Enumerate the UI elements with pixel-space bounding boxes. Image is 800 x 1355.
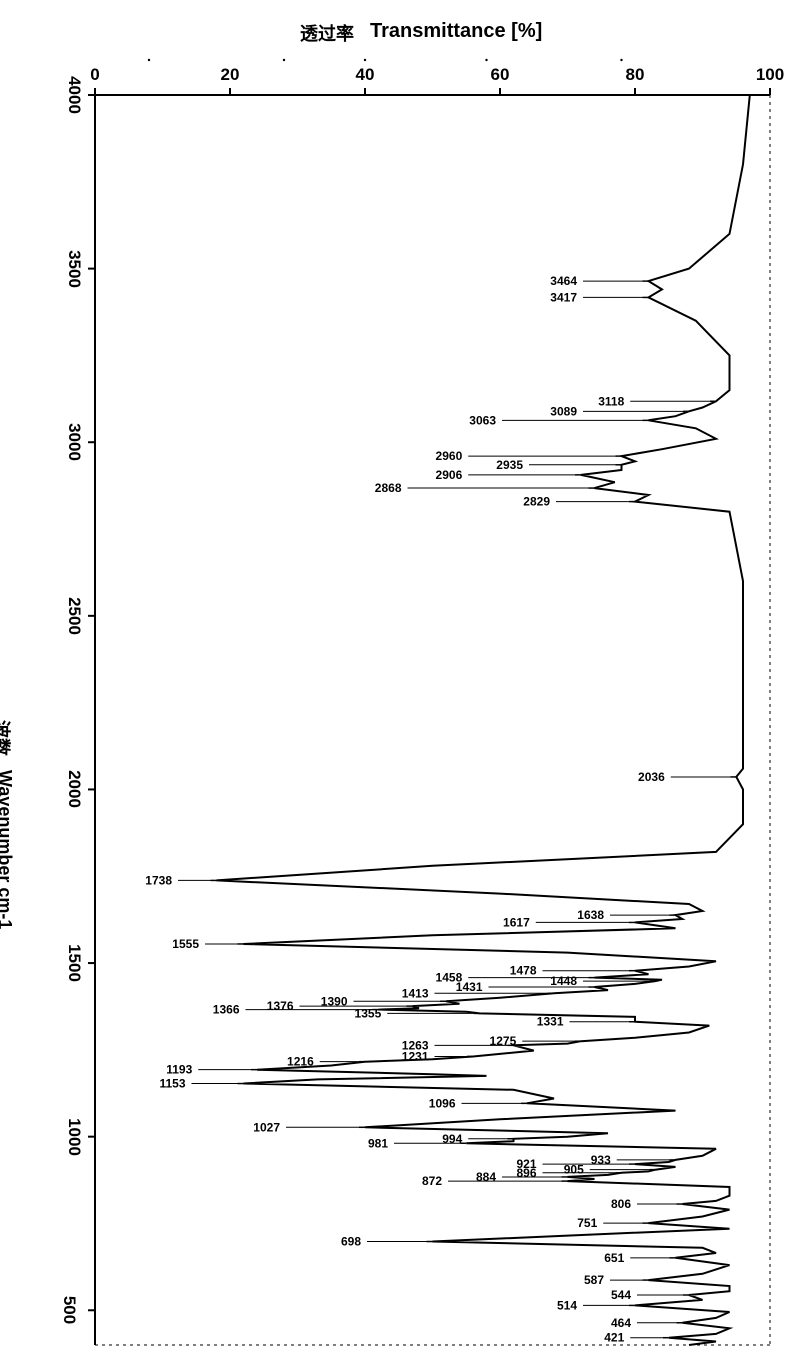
peak-label: 1027: [253, 1120, 280, 1134]
peak-label: 872: [422, 1174, 442, 1188]
peak-label: 3063: [469, 413, 496, 427]
ir-spectrum-figure: 透过率 Transmittance [%] 波数 Wavenumber cm-1…: [0, 0, 800, 1355]
peak-label: 698: [341, 1235, 361, 1249]
peak-label: 587: [584, 1273, 604, 1287]
peak-label: 2906: [436, 468, 463, 482]
peak-label: 751: [577, 1216, 597, 1230]
peak-label: 1638: [577, 908, 604, 922]
peak-label: 1216: [287, 1055, 314, 1069]
peak-label: 905: [564, 1163, 584, 1177]
peak-label: 1738: [145, 873, 172, 887]
peak-label: 421: [604, 1331, 624, 1345]
peak-label: 884: [476, 1170, 496, 1184]
spectrum-plot: 3464 3417 3118 3089 3063 2960 2935 2906 2868 2829…: [0, 0, 800, 1355]
peak-label: 981: [368, 1136, 388, 1150]
peak-label: 1355: [355, 1006, 382, 1020]
peak-label: 1617: [503, 915, 530, 929]
peak-label: 514: [557, 1298, 577, 1312]
peak-label: 3417: [550, 290, 577, 304]
peak-label: 1096: [429, 1096, 456, 1110]
peak-label: 1448: [550, 974, 577, 988]
peak-label: 3118: [598, 394, 624, 408]
peak-label: 806: [611, 1197, 631, 1211]
peak-label: 1193: [166, 1063, 192, 1077]
peak-label: 1555: [172, 937, 199, 951]
peak-label: 1331: [537, 1015, 564, 1029]
peak-label: 464: [611, 1316, 631, 1330]
peak-label: 2935: [496, 458, 523, 472]
peak-label: 2960: [436, 449, 463, 463]
peak-label: 933: [591, 1153, 611, 1167]
peak-label: 3089: [550, 404, 577, 418]
peak-label: 1431: [456, 980, 483, 994]
peak-label: 2868: [375, 481, 402, 495]
peak-label: 544: [611, 1288, 631, 1302]
peak-label: 1478: [510, 964, 537, 978]
peak-label: 651: [604, 1251, 624, 1265]
peak-label: 1376: [267, 999, 294, 1013]
peak-label: 1413: [402, 986, 429, 1000]
peak-label: 3464: [550, 274, 577, 288]
peak-label: 2036: [638, 770, 665, 784]
peak-label: 2829: [523, 495, 550, 509]
peak-label: 1231: [402, 1049, 429, 1063]
peak-label: 1366: [213, 1003, 240, 1017]
peak-label: 1153: [159, 1077, 185, 1091]
peak-label: 896: [516, 1166, 536, 1180]
